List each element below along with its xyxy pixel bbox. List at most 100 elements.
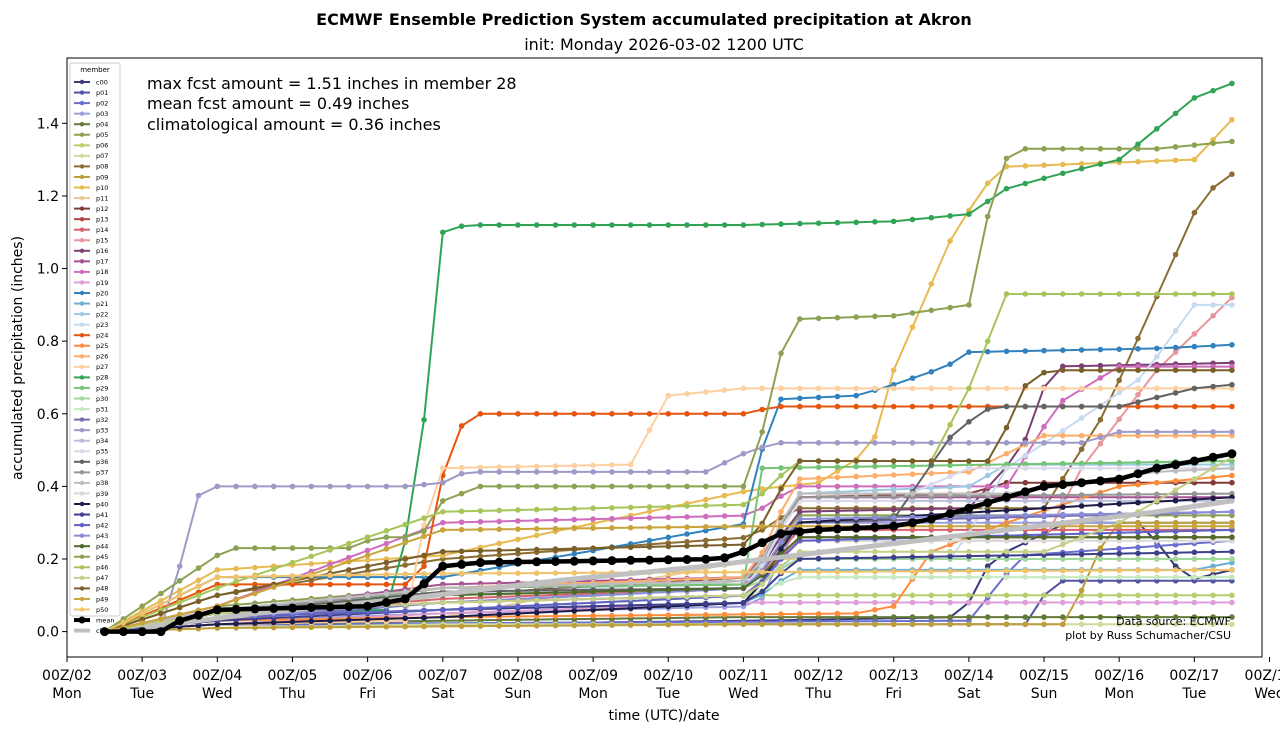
data-point [1154, 291, 1160, 297]
legend-entry-p48: p48 [74, 585, 108, 593]
x-tick-day: Wed [202, 686, 233, 702]
data-point [684, 531, 690, 537]
legend-label: p26 [96, 353, 108, 361]
legend-label: p45 [96, 553, 108, 561]
data-point [458, 470, 465, 477]
data-point [815, 440, 822, 446]
x-tick-day: Thu [278, 686, 305, 702]
chart-subtitle: init: Monday 2026-03-02 1200 UTC [524, 35, 804, 54]
legend-label: p41 [96, 511, 108, 519]
data-point [552, 601, 559, 608]
data-point [233, 545, 239, 551]
data-point [552, 483, 559, 490]
data-point [1135, 499, 1141, 506]
data-point [477, 553, 484, 560]
data-point [1172, 614, 1179, 620]
data-point [815, 621, 822, 628]
credit-source: Data source: ECMWF [1116, 615, 1231, 628]
data-point [947, 568, 953, 574]
legend-entry-p34: p34 [74, 437, 108, 445]
data-point [1229, 472, 1235, 479]
data-point [571, 222, 578, 228]
data-point [496, 604, 503, 610]
legend-label: p01 [96, 89, 108, 97]
x-tick-label: 00Z/06 [343, 668, 393, 684]
data-point [834, 498, 841, 504]
data-point [797, 599, 803, 606]
data-point [176, 563, 183, 569]
data-point [665, 483, 672, 490]
data-point [1060, 574, 1066, 580]
data-point [308, 483, 315, 490]
data-point [458, 423, 465, 429]
data-point [571, 551, 578, 557]
data-point [872, 592, 878, 599]
data-point [928, 574, 935, 580]
data-point [139, 603, 145, 609]
data-point [984, 614, 991, 620]
data-point [1154, 459, 1160, 465]
data-point [1003, 614, 1010, 620]
legend-label: p47 [96, 574, 108, 582]
data-point [1116, 556, 1122, 562]
data-point [1041, 385, 1047, 392]
mean-point [475, 558, 485, 568]
data-point [797, 490, 803, 497]
data-point [289, 624, 296, 631]
legend-label: p10 [96, 184, 108, 192]
data-point [252, 483, 258, 490]
data-point [1191, 142, 1198, 148]
data-point [872, 219, 878, 225]
data-point [966, 458, 972, 464]
data-point [1229, 556, 1235, 562]
data-point [1041, 556, 1047, 562]
data-point [1154, 479, 1160, 486]
data-point [176, 592, 183, 599]
data-point [834, 574, 841, 580]
data-point [1022, 568, 1029, 574]
legend-label: p21 [96, 300, 108, 308]
data-point [853, 392, 859, 399]
data-point [1154, 491, 1160, 498]
legend-marker [79, 248, 85, 253]
data-point [327, 596, 333, 602]
data-point [1116, 459, 1122, 466]
legend-entry-p18: p18 [74, 268, 108, 276]
data-point [778, 403, 784, 410]
data-point [327, 547, 333, 553]
data-point [646, 515, 653, 521]
data-point [890, 440, 897, 446]
data-point [665, 534, 672, 541]
data-point [440, 548, 446, 555]
mean-point [1039, 481, 1049, 491]
data-point [928, 506, 935, 512]
data-point [890, 621, 897, 628]
data-point [1191, 621, 1198, 628]
data-point [890, 614, 897, 620]
data-point [1191, 302, 1198, 308]
data-point [872, 434, 878, 440]
data-point [1191, 491, 1198, 497]
data-point [1172, 487, 1179, 493]
data-point [1078, 415, 1085, 421]
data-point [909, 568, 916, 575]
data-point [1172, 385, 1179, 392]
data-point [552, 609, 559, 615]
legend-marker [79, 470, 85, 475]
data-point [1060, 170, 1066, 177]
data-point [759, 599, 765, 606]
data-point [1060, 367, 1066, 374]
data-point [1229, 429, 1235, 435]
data-point [346, 581, 352, 588]
data-point [853, 463, 859, 470]
y-tick-label: 1.4 [37, 116, 59, 132]
data-point [1060, 504, 1066, 510]
data-point [684, 543, 690, 549]
data-point [834, 555, 841, 562]
data-point [665, 543, 672, 550]
data-point [571, 622, 578, 629]
data-point [665, 514, 672, 521]
data-point [440, 623, 446, 630]
legend-entry-p15: p15 [74, 237, 108, 245]
data-point [909, 621, 916, 628]
